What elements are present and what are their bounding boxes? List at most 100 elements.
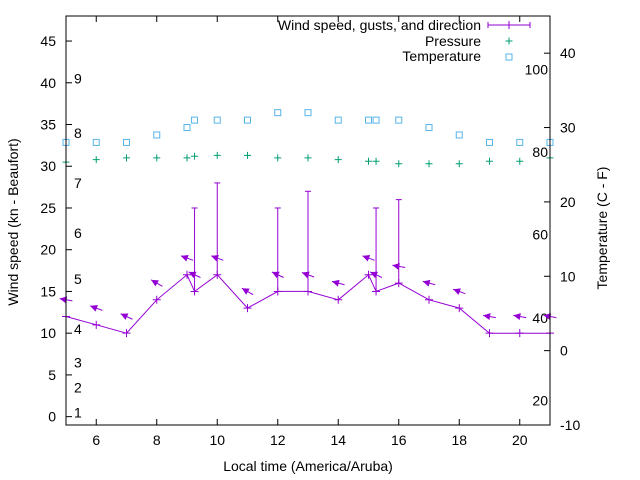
beaufort-label: 7 <box>74 175 82 191</box>
wind-direction-arrowhead <box>188 271 197 279</box>
y2-tick-label: 0 <box>560 343 568 359</box>
y-tick-label: 30 <box>40 158 56 174</box>
pressure-point <box>213 151 221 159</box>
wind-direction-arrowhead <box>271 271 280 279</box>
y-tick-label: 15 <box>40 283 56 299</box>
temperature-point <box>455 131 463 139</box>
wind-speed-point <box>183 270 191 279</box>
pressure-point <box>372 157 380 165</box>
x-tick-label: 6 <box>92 432 100 448</box>
wind-direction-arrowhead <box>483 313 491 321</box>
pressure-point <box>123 154 130 162</box>
pressure-point <box>425 160 433 168</box>
beaufort-label: 1 <box>74 404 82 420</box>
fahrenheit-label: 60 <box>532 227 548 243</box>
y-tick-label: 5 <box>48 367 56 383</box>
x-tick-label: 14 <box>330 432 346 448</box>
x-tick-label: 18 <box>451 432 467 448</box>
temperature-point <box>365 116 372 124</box>
x-tick-label: 12 <box>270 432 286 448</box>
temperature-point <box>153 131 161 139</box>
wind-direction-arrowhead <box>331 279 340 287</box>
y2-tick-label: 30 <box>560 120 576 136</box>
y-tick-label: 35 <box>40 117 56 133</box>
temperature-point <box>395 116 403 124</box>
wind-speed-point <box>455 304 464 313</box>
pressure-point <box>486 157 493 165</box>
axis-labels: Local time (America/Aruba) Wind speed (k… <box>5 138 610 474</box>
pressure-point <box>274 154 282 162</box>
beaufort-label: 3 <box>74 354 82 370</box>
wind-direction-arrowhead <box>301 271 310 279</box>
pressure-point <box>395 160 403 168</box>
temperature-point <box>244 116 251 124</box>
x-tick-label: 20 <box>512 432 528 448</box>
temperature-point <box>486 138 493 146</box>
wind-speed-point <box>243 304 252 313</box>
wind-speed-point <box>485 329 494 338</box>
wind-speed-point <box>425 295 433 304</box>
wind-direction-arrowhead <box>362 254 371 262</box>
legend-wind-marker <box>487 21 531 29</box>
wind-speed-point <box>334 295 343 304</box>
temperature-point <box>304 109 312 117</box>
temperature-point <box>334 116 342 124</box>
temperature-point <box>213 116 221 124</box>
y-tick-label: 25 <box>40 200 56 216</box>
pressure-point <box>191 152 199 160</box>
data-series <box>59 109 557 338</box>
legend-wind-label: Wind speed, gusts, and direction <box>278 17 481 33</box>
pressure-point <box>183 154 191 162</box>
fahrenheit-label: 20 <box>532 392 548 408</box>
wind-direction-arrowhead <box>59 296 68 304</box>
y-tick-label: 40 <box>40 75 56 91</box>
y2-tick-label: 40 <box>560 45 576 61</box>
temperature-point <box>516 138 524 146</box>
beaufort-label: 5 <box>74 271 82 287</box>
temperature-point <box>183 124 191 132</box>
beaufort-label: 2 <box>74 379 82 395</box>
beaufort-label: 8 <box>74 125 82 141</box>
y-tick-label: 45 <box>40 33 56 49</box>
wind-speed-point <box>152 295 161 304</box>
pressure-point <box>304 154 312 162</box>
y2-tick-label: 10 <box>560 268 576 284</box>
wind-direction-arrowhead <box>90 305 98 312</box>
beaufort-label: 6 <box>74 225 82 241</box>
x-tick-label: 10 <box>209 432 225 448</box>
temperature-point <box>123 138 130 146</box>
temperature-point <box>191 116 199 124</box>
wind-speed-point <box>515 329 524 338</box>
fahrenheit-label: 40 <box>532 310 548 326</box>
pressure-point <box>153 154 161 162</box>
y-tick-label: 20 <box>40 242 56 258</box>
y2-tick-label: 20 <box>560 194 576 210</box>
axis-ticks: 6 8 10 12 14 16 18 20051015202530354045-1001020… <box>40 16 580 448</box>
legend-temperature-sample <box>505 53 513 61</box>
wind-speed-point <box>364 270 373 279</box>
fahrenheit-label: 80 <box>532 144 548 160</box>
pressure-point <box>516 157 524 165</box>
wind-direction-arrowhead <box>151 279 159 287</box>
pressure-point <box>455 160 463 168</box>
beaufort-label: 4 <box>74 321 82 337</box>
fahrenheit-label: 100 <box>525 62 549 78</box>
wind-direction-arrowhead <box>543 313 552 321</box>
wind-direction-arrowhead <box>392 263 400 270</box>
legend-pressure-sample <box>505 37 513 45</box>
wind-direction-arrowhead <box>370 271 378 279</box>
wind-direction-arrowhead <box>211 254 219 262</box>
pressure-point <box>334 156 342 164</box>
temperature-point <box>425 124 433 132</box>
temperature-point <box>274 109 282 117</box>
y-tick-label: 0 <box>48 409 56 425</box>
pressure-point <box>365 157 372 165</box>
y2-axis-label: Temperature (C - F) <box>594 167 610 290</box>
y-tick-label: 10 <box>40 325 56 341</box>
wind-speed-point <box>122 329 131 338</box>
legend: Wind speed, gusts, and direction Pressur… <box>278 17 531 64</box>
y-axis-label: Wind speed (kn - Beaufort) <box>5 138 21 305</box>
wind-direction-arrowhead <box>453 288 461 295</box>
wind-speed-point <box>92 320 101 329</box>
